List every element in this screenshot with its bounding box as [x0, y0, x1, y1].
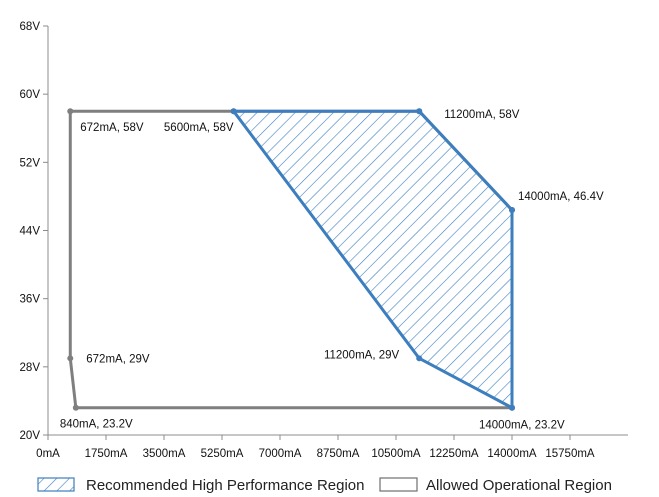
y-tick-label: 44V	[20, 226, 41, 238]
x-tick-label: 12250mA	[429, 448, 479, 460]
x-tick-label: 5250mA	[201, 448, 244, 460]
x-tick-label: 14000mA	[487, 448, 537, 460]
point-label: 11200mA, 29V	[324, 349, 400, 361]
y-tick-label: 28V	[20, 362, 41, 374]
y-tick-label: 52V	[20, 157, 41, 169]
legend-swatch-performance	[37, 477, 75, 492]
performance-point-marker	[416, 355, 423, 362]
x-tick-label: 15750mA	[545, 448, 595, 460]
operational-point-marker	[67, 108, 74, 115]
performance-point-marker	[509, 404, 515, 411]
legend-label-performance: Recommended High Performance Region	[86, 477, 364, 494]
plot-area	[67, 108, 515, 411]
x-tick-label: 8750mA	[317, 448, 360, 460]
point-label: 14000mA, 46.4V	[518, 191, 604, 203]
operational-point-marker	[72, 404, 79, 411]
y-tick-label: 60V	[20, 89, 41, 101]
performance-point-marker	[230, 108, 237, 115]
legend: Recommended High Performance Region Allow…	[37, 477, 612, 494]
axes: 20V 28V 36V 44V 52V 60V 68V 0mA 1750mA 3500mA 5250…	[20, 21, 628, 460]
legend-label-operational: Allowed Operational Region	[426, 477, 612, 494]
annotation-labels: 672mA, 58V 5600mA, 58V 11200mA, 58V 14000mA…	[60, 109, 604, 432]
point-label: 672mA, 29V	[86, 353, 150, 365]
point-label: 5600mA, 58V	[164, 122, 234, 134]
point-label: 11200mA, 58V	[444, 109, 520, 121]
x-tick-label: 1750mA	[85, 448, 128, 460]
point-label: 672mA, 58V	[80, 122, 144, 134]
point-label: 840mA, 23.2V	[60, 419, 133, 431]
point-label: 14000mA, 23.2V	[479, 420, 565, 432]
x-tick-label: 10500mA	[371, 448, 421, 460]
legend-swatch-operational	[379, 477, 418, 492]
x-tick-label: 3500mA	[143, 448, 186, 460]
operational-point-marker	[67, 355, 74, 362]
y-tick-label: 68V	[20, 21, 41, 33]
x-tick-label: 7000mA	[259, 448, 302, 460]
performance-region	[232, 109, 514, 410]
performance-point-marker	[509, 207, 515, 214]
y-tick-label: 36V	[20, 294, 41, 306]
y-tick-label: 20V	[20, 430, 41, 442]
performance-point-marker	[416, 108, 423, 115]
x-tick-label: 0mA	[36, 448, 60, 460]
